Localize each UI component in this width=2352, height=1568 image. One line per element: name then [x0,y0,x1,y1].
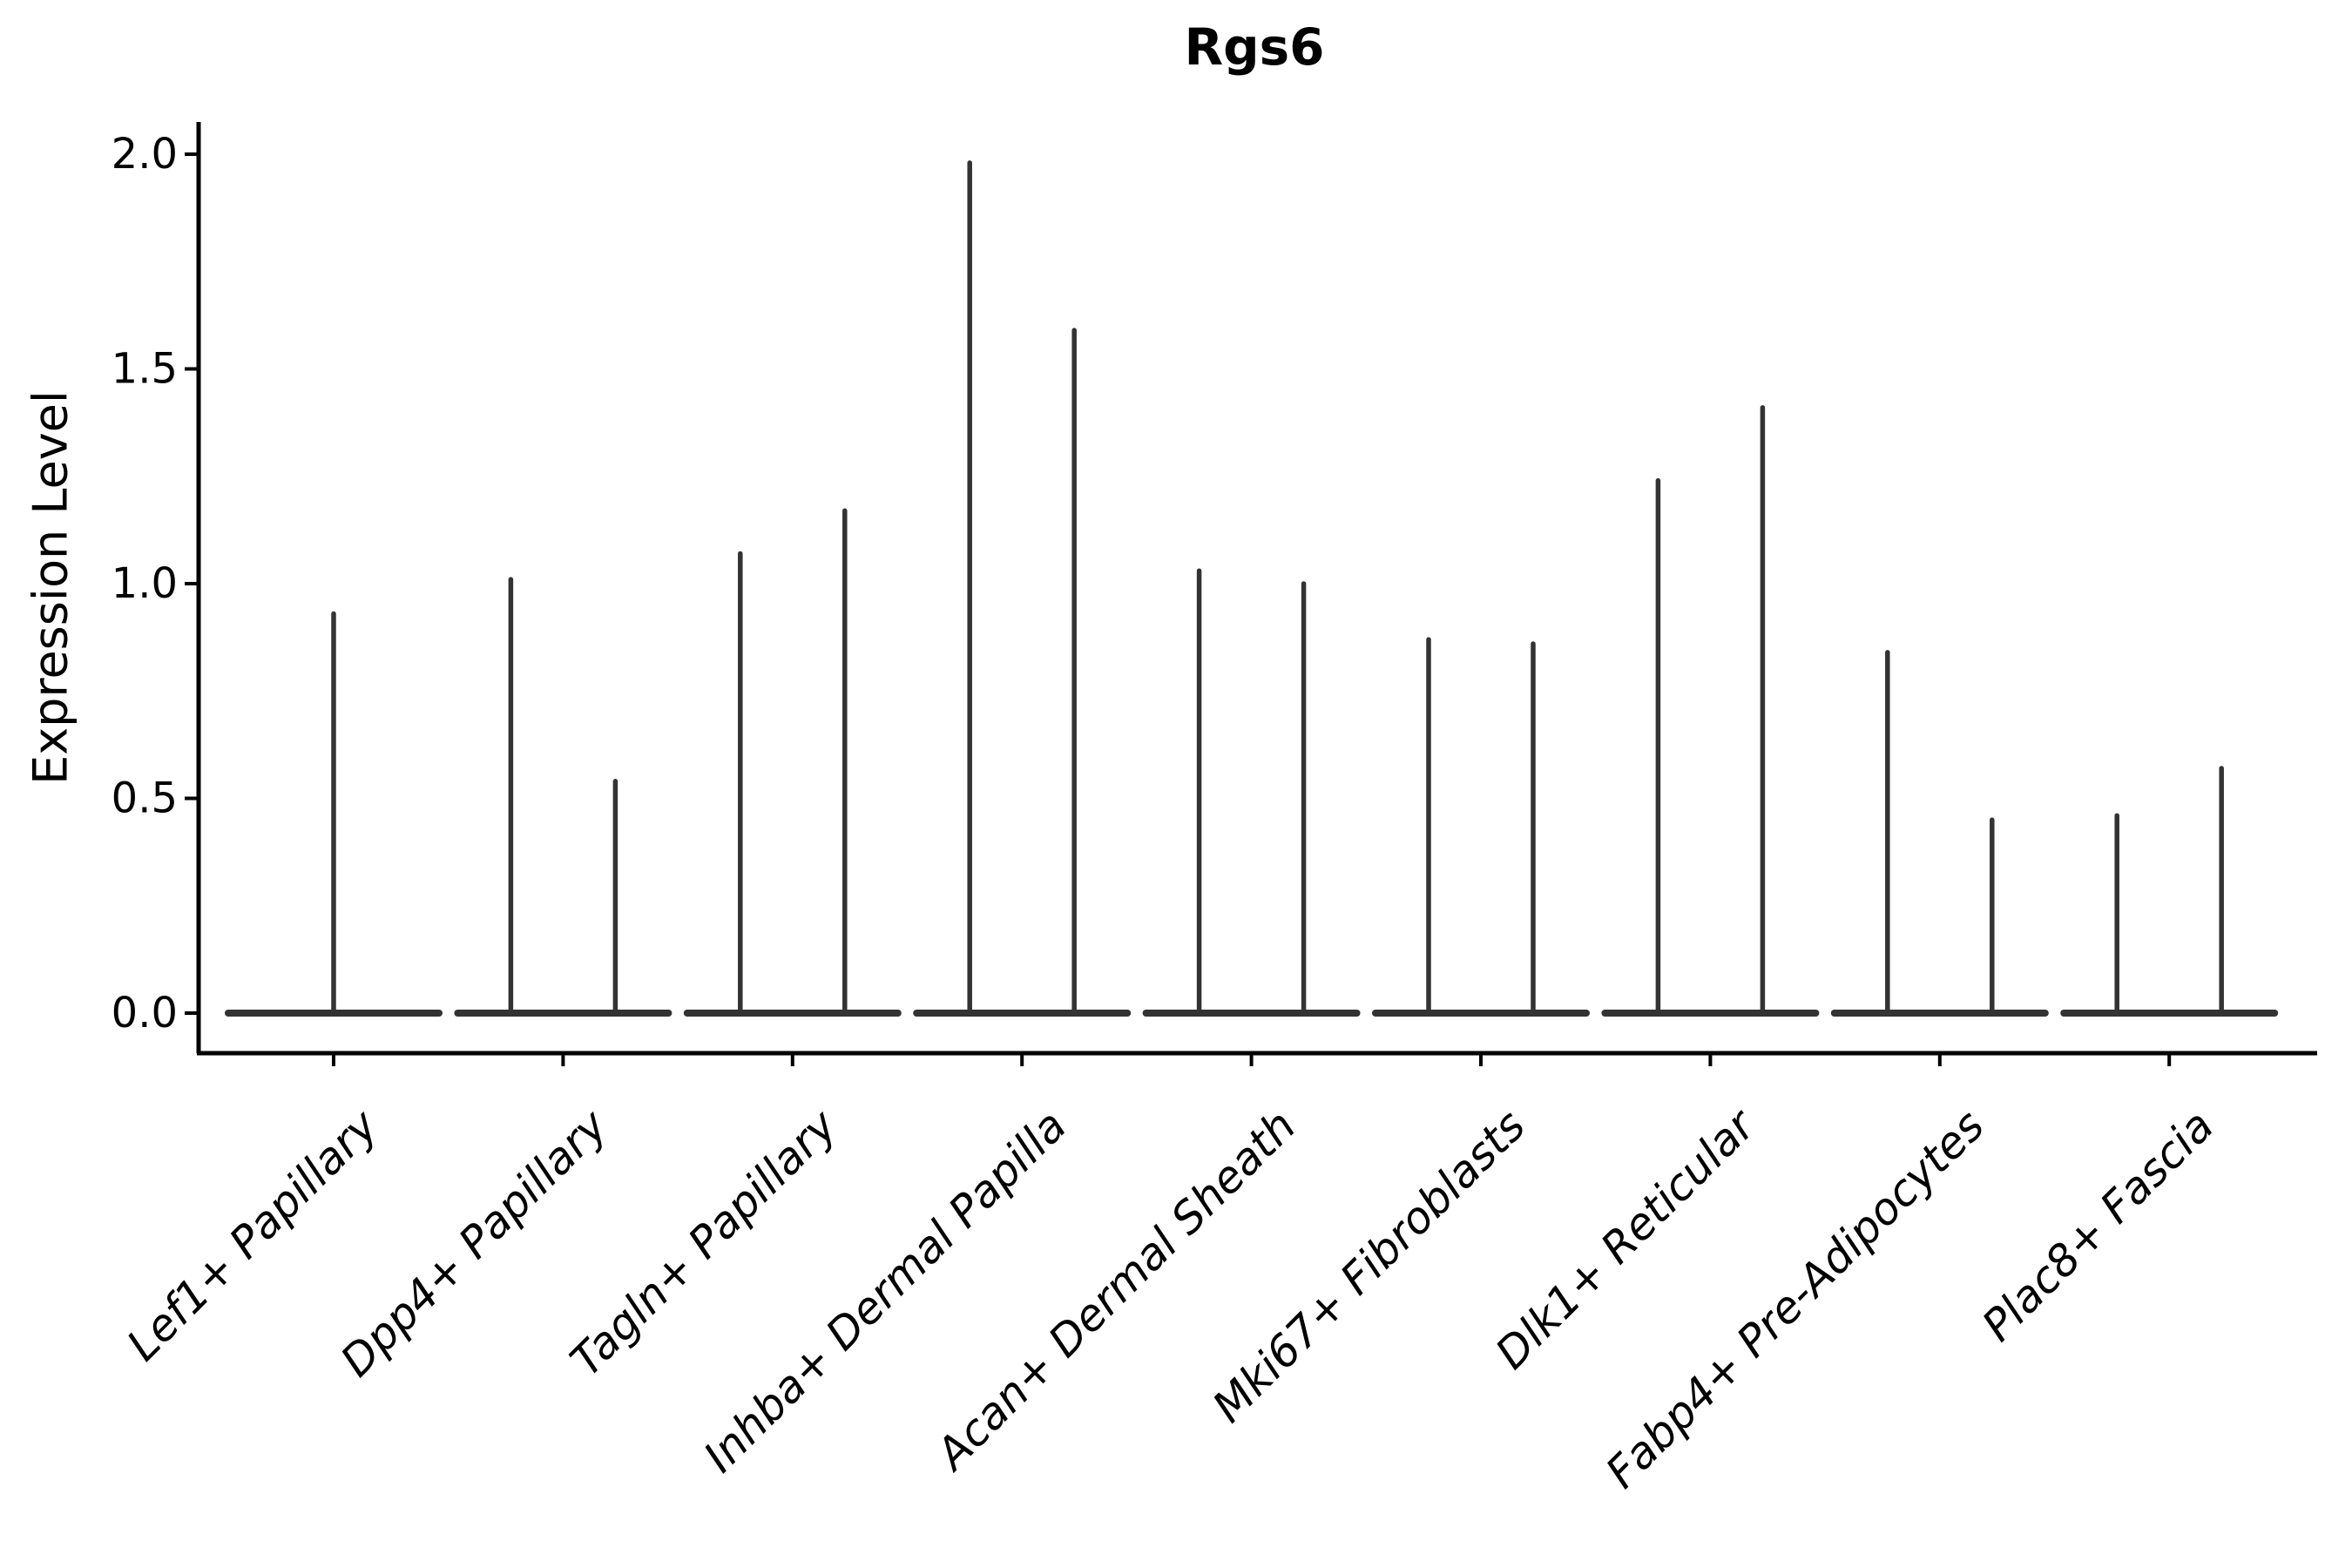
y-tick-label: 0.0 [112,989,178,1037]
y-axis-label: Expression Level [24,390,78,785]
y-tick-label: 2.0 [112,130,178,179]
x-tick-label: Acan+ Dermal Sheath [925,1100,1306,1481]
x-tick-label: Fabp4+ Pre-Adipocytes [1596,1100,1994,1498]
plot-title: Rgs6 [1184,17,1324,77]
x-tick-label: Lef1+ Papillary [118,1099,389,1370]
y-tick-label: 0.5 [112,774,178,823]
y-tick-label: 1.5 [112,345,178,394]
y-tick-label: 1.0 [112,559,178,608]
x-tick-label: Plac8+ Fascia [1972,1100,2223,1351]
x-tick-label: Inhba+ Dermal Papilla [694,1100,1076,1482]
